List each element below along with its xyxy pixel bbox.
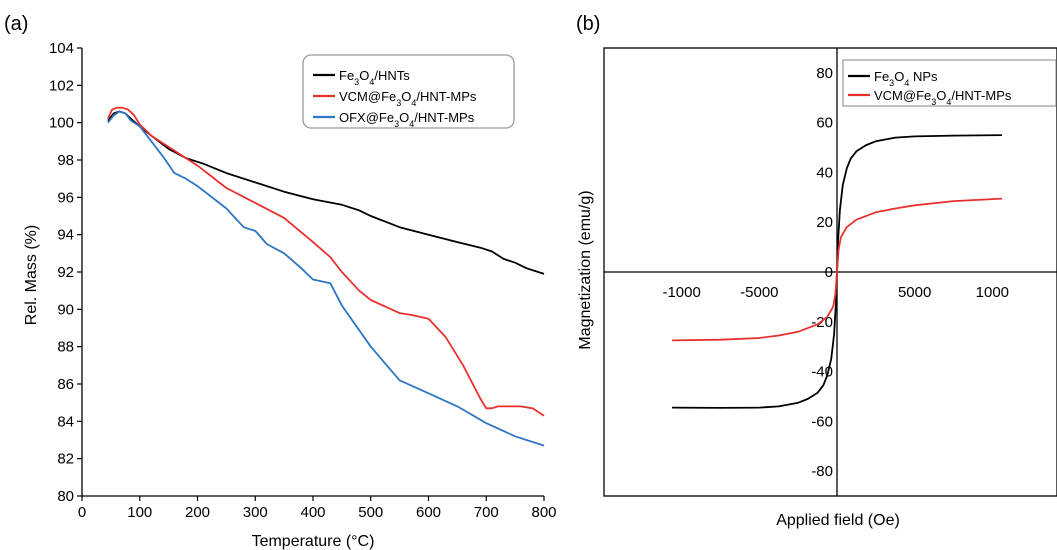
y-tick-label: 92 (57, 264, 74, 281)
x-axis-label: Applied field (Oe) (776, 512, 900, 529)
legend-label: OFX@Fe3O4/HNT-MPs (339, 110, 475, 129)
y-tick-label: 88 (57, 339, 74, 356)
x-tick-label: 100 (127, 504, 152, 521)
x-axis-label: Temperature (°C) (252, 533, 375, 550)
panel-b-label: (b) (576, 13, 600, 35)
legend-label: VCM@Fe3O4/HNT-MPs (874, 88, 1012, 107)
chart-a-legend: Fe3O4/HNTs VCM@Fe3O4/HNT-MPs OFX@Fe3O4/HNT… (302, 54, 515, 129)
series-line-2 (671, 197, 1003, 342)
y-tick-label: -60 (811, 413, 833, 430)
y-tick-label: 90 (57, 301, 74, 318)
y-tick-label: 96 (57, 189, 74, 206)
series-line-2 (107, 106, 545, 417)
chart-a-series (107, 106, 545, 447)
x-tick-label: 700 (474, 504, 499, 521)
y-tick-label: 20 (816, 214, 833, 231)
y-tick-label: 0 (825, 264, 833, 281)
panel-a-label: (a) (4, 13, 28, 35)
y-tick-label: 80 (57, 488, 74, 505)
y-tick-label: 94 (57, 227, 74, 244)
legend-label: Fe3O4 NPs (874, 69, 938, 88)
y-tick-label: 80 (816, 65, 833, 82)
x-tick-label: 1000 (976, 284, 1009, 301)
x-tick-label: 300 (243, 504, 268, 521)
y-axis-label: Rel. Mass (%) (23, 225, 40, 325)
y-tick-label: 100 (49, 115, 74, 132)
y-tick-label: 82 (57, 451, 74, 468)
y-tick-label: -80 (811, 463, 833, 480)
series-line-1 (107, 110, 545, 275)
chart-a-axes: 80 82 84 86 88 90 92 94 96 98 100 102 104 0 100 200 300 4… (49, 40, 557, 521)
series-line-3 (107, 110, 545, 447)
x-tick-label: 0 (78, 504, 86, 521)
legend-label: VCM@Fe3O4/HNT-MPs (339, 89, 477, 108)
y-tick-label: 102 (49, 77, 74, 94)
x-tick-label: 800 (531, 504, 556, 521)
y-tick-label: 40 (816, 164, 833, 181)
x-tick-label: 5000 (898, 284, 931, 301)
y-tick-label: -20 (811, 314, 833, 331)
x-tick-label: 200 (185, 504, 210, 521)
y-axis-label: Magnetization (emu/g) (577, 190, 594, 349)
x-tick-label: 400 (300, 504, 325, 521)
x-tick-label: -5000 (740, 284, 778, 301)
chart-a: 80 82 84 86 88 90 92 94 96 98 100 102 104 0 100 200 300 4… (23, 40, 557, 550)
legend-box (842, 59, 1057, 107)
y-tick-label: 98 (57, 152, 74, 169)
x-tick-label: 600 (416, 504, 441, 521)
y-tick-label: 84 (57, 413, 74, 430)
x-tick-label: -1000 (662, 284, 700, 301)
y-tick-label: 104 (49, 40, 74, 57)
chart-b-series (671, 134, 1003, 409)
y-tick-label: 60 (816, 115, 833, 132)
legend-label: Fe3O4/HNTs (339, 68, 410, 87)
x-tick-label: 500 (358, 504, 383, 521)
legend-box (302, 54, 515, 129)
y-tick-label: 86 (57, 376, 74, 393)
